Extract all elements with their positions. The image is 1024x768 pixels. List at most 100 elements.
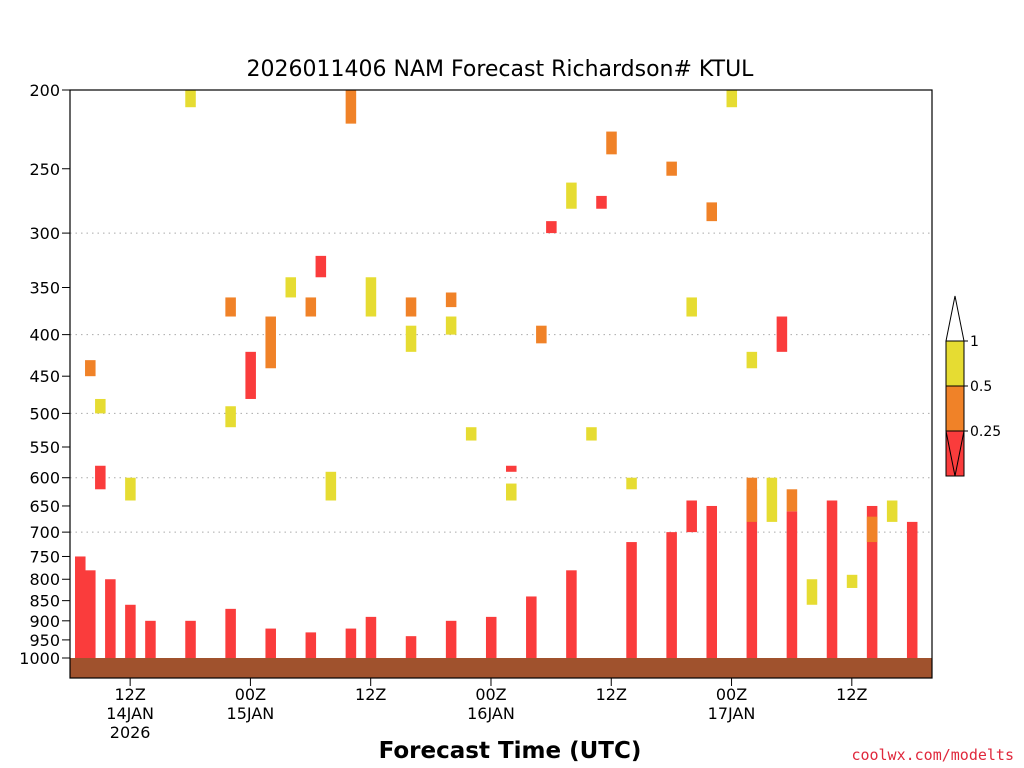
y-tick-label: 600 bbox=[29, 469, 60, 488]
ri-cell bbox=[546, 221, 557, 234]
ri-cell bbox=[866, 505, 878, 658]
x-tick-date: 14JAN bbox=[106, 704, 154, 723]
y-tick-label: 700 bbox=[29, 523, 60, 542]
legend-label: 1 bbox=[970, 334, 979, 350]
ri-cell bbox=[506, 483, 517, 501]
ri-cell bbox=[506, 465, 517, 472]
ri-cell bbox=[405, 636, 417, 658]
ri-cell bbox=[886, 500, 898, 522]
ri-cell bbox=[325, 471, 337, 501]
plot-frame bbox=[69, 89, 933, 679]
legend-swatch bbox=[945, 340, 965, 387]
x-tick-label: 00Z bbox=[475, 685, 506, 704]
ri-cell bbox=[706, 505, 718, 658]
ri-cell bbox=[95, 465, 106, 490]
y-tick-label: 500 bbox=[29, 404, 60, 423]
ri-cell bbox=[445, 316, 457, 335]
ri-cell bbox=[666, 161, 677, 176]
ri-cell bbox=[305, 632, 317, 658]
y-tick-label: 650 bbox=[29, 497, 60, 516]
legend-swatch bbox=[945, 385, 965, 432]
ri-cell bbox=[345, 90, 357, 124]
gridlines bbox=[70, 232, 932, 533]
ri-cell bbox=[626, 542, 637, 658]
x-tick-label: 00Z bbox=[716, 685, 747, 704]
ri-cell bbox=[566, 182, 577, 209]
y-tick-label: 800 bbox=[29, 570, 60, 589]
ri-cell bbox=[315, 255, 327, 278]
ri-cell bbox=[596, 195, 607, 209]
ri-cell bbox=[405, 325, 417, 352]
ri-cell bbox=[95, 398, 106, 414]
legend-label: 0.25 bbox=[970, 424, 1001, 440]
x-tick-label: 00Z bbox=[235, 685, 266, 704]
plot-area bbox=[69, 89, 933, 679]
ri-cell bbox=[345, 628, 357, 658]
ri-cell bbox=[265, 628, 276, 658]
ri-cell bbox=[566, 570, 577, 658]
ri-cell bbox=[185, 90, 196, 108]
y-tick-label: 950 bbox=[29, 631, 60, 650]
y-tick-label: 550 bbox=[29, 438, 60, 457]
x-tick-label: 12Z bbox=[355, 685, 386, 704]
ri-cell bbox=[445, 292, 457, 308]
richardson-cells bbox=[75, 90, 918, 658]
ri-cell bbox=[85, 360, 96, 377]
credit-label: coolwx.com/modelts bbox=[851, 746, 1014, 764]
ri-cell bbox=[586, 427, 597, 441]
ri-cell bbox=[105, 579, 116, 658]
ri-cell bbox=[365, 616, 377, 658]
ri-cell bbox=[826, 500, 838, 658]
ri-cell bbox=[746, 477, 758, 522]
ri-cell bbox=[666, 532, 677, 658]
ri-cell bbox=[786, 511, 798, 658]
ri-cell bbox=[465, 427, 477, 441]
ri-cell bbox=[536, 325, 547, 344]
ri-cell bbox=[85, 570, 96, 658]
ri-cell bbox=[746, 351, 758, 369]
y-tick-label: 250 bbox=[29, 160, 60, 179]
ri-cell bbox=[145, 620, 156, 658]
y-tick-label: 350 bbox=[29, 278, 60, 297]
ri-cell bbox=[526, 596, 537, 658]
ri-cell bbox=[225, 608, 236, 658]
x-axis-label: Forecast Time (UTC) bbox=[379, 738, 642, 764]
legend-arrow-top bbox=[945, 295, 965, 342]
ri-cell bbox=[866, 516, 878, 543]
x-tick-label: 12Z bbox=[596, 685, 627, 704]
y-axis: 200 250 300 350 400 450 500 550 600 650 700 750 800 8… bbox=[19, 81, 70, 668]
ri-cell bbox=[786, 489, 798, 512]
ri-cell bbox=[766, 477, 778, 522]
ri-cell bbox=[726, 90, 738, 108]
legend: 1 0.5 0.25 bbox=[945, 295, 1001, 477]
chart-title: 2026011406 NAM Forecast Richardson# KTUL bbox=[247, 57, 755, 82]
ri-cell bbox=[265, 316, 276, 369]
ri-cell bbox=[906, 521, 918, 658]
ri-cell bbox=[846, 574, 858, 588]
ri-cell bbox=[706, 202, 718, 222]
x-tick-year: 2026 bbox=[110, 723, 151, 742]
y-tick-label: 400 bbox=[29, 326, 60, 345]
y-tick-label: 850 bbox=[29, 592, 60, 611]
ri-cell bbox=[485, 616, 497, 658]
ri-cell bbox=[125, 604, 136, 658]
x-tick-label: 12Z bbox=[114, 685, 145, 704]
ri-cell bbox=[225, 297, 236, 317]
ri-cell bbox=[746, 489, 758, 658]
ri-cell bbox=[185, 620, 196, 658]
plot-background bbox=[70, 90, 932, 678]
ri-cell bbox=[245, 351, 256, 399]
ri-cell bbox=[285, 277, 297, 298]
x-tick-label: 12Z bbox=[836, 685, 867, 704]
y-tick-label: 450 bbox=[29, 367, 60, 386]
x-tick-date: 17JAN bbox=[708, 704, 756, 723]
ri-cell bbox=[305, 297, 317, 317]
ground-layer bbox=[70, 658, 932, 678]
y-tick-label: 200 bbox=[29, 81, 60, 100]
y-tick-label: 300 bbox=[29, 224, 60, 243]
y-tick-label: 750 bbox=[29, 547, 60, 566]
y-tick-label: 1000 bbox=[19, 649, 60, 668]
x-tick-date: 16JAN bbox=[467, 704, 515, 723]
